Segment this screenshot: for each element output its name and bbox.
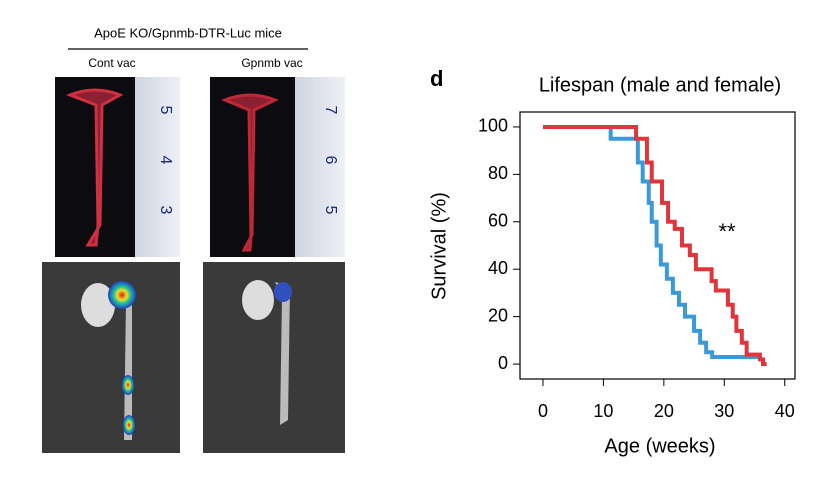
ruler-label: 6 xyxy=(322,156,339,165)
plot-frame xyxy=(519,111,796,380)
y-tick-label: 80 xyxy=(488,163,508,183)
group-label: Gpnmb vac xyxy=(241,56,302,70)
x-tick-label: 20 xyxy=(654,401,674,421)
y-tick-label: 100 xyxy=(478,116,508,136)
y-tick-label: 60 xyxy=(488,211,508,231)
ruler-label: 4 xyxy=(157,156,174,165)
y-axis-label: Survival (%) xyxy=(428,192,450,300)
chart-title: Lifespan (male and female) xyxy=(539,74,781,96)
y-tick-label: 0 xyxy=(498,353,508,373)
group-label: Cont vac xyxy=(88,56,135,70)
ruler-label: 7 xyxy=(322,106,339,115)
y-tick-label: 40 xyxy=(488,258,508,278)
ruler-label: 3 xyxy=(157,206,174,215)
x-axis-label: Age (weeks) xyxy=(604,435,715,457)
ruler-label: 5 xyxy=(157,106,174,115)
x-tick-label: 30 xyxy=(714,401,734,421)
x-tick-label: 0 xyxy=(538,401,548,421)
photo xyxy=(42,77,345,453)
annotation: ** xyxy=(718,219,736,244)
panel-letter: d xyxy=(430,66,443,91)
survival-line xyxy=(542,124,761,359)
y-tick-label: 20 xyxy=(488,305,508,325)
panel-header: ApoE KO/Gpnmb-DTR-Luc mice xyxy=(94,25,282,40)
x-tick-label: 10 xyxy=(593,401,613,421)
ruler-label: 5 xyxy=(322,206,339,215)
x-tick-label: 40 xyxy=(775,401,795,421)
survival-line xyxy=(542,124,767,367)
